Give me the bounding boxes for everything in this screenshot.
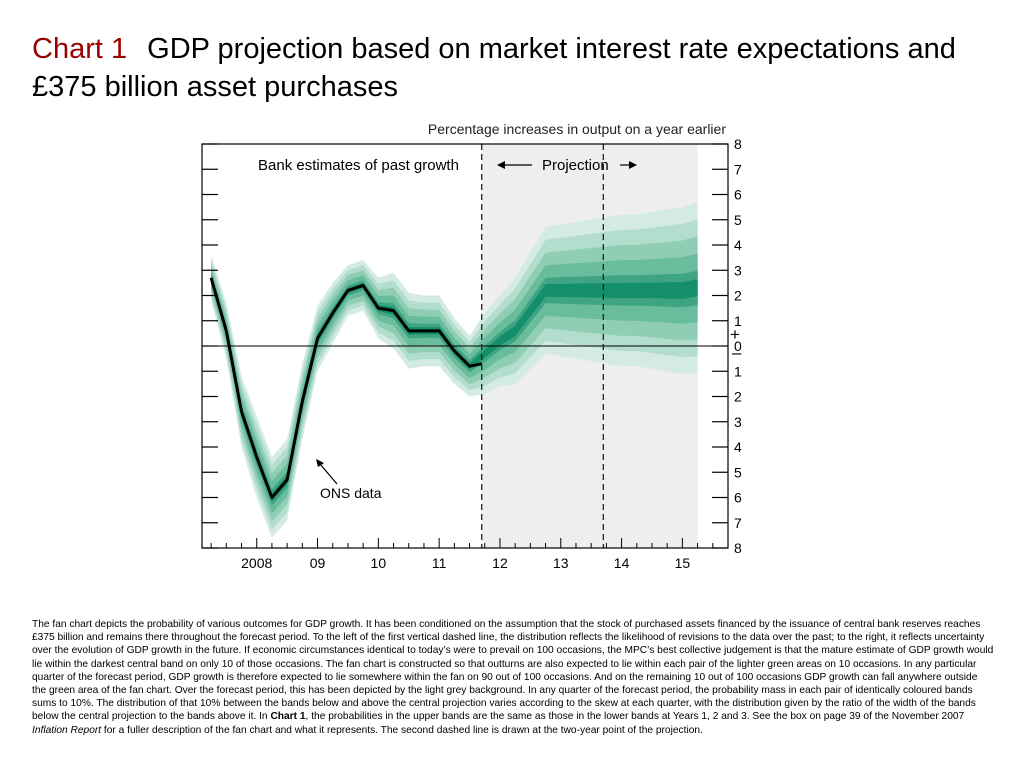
ons-data-line bbox=[209, 277, 483, 499]
ons-data-pointer-line bbox=[319, 463, 338, 485]
page-title: Chart 1 GDP projection based on market i… bbox=[32, 30, 992, 106]
x-tick-label: 11 bbox=[432, 555, 447, 571]
x-tick-label: 2008 bbox=[241, 555, 272, 571]
chart-number: Chart 1 bbox=[32, 33, 128, 65]
x-tick-label: 12 bbox=[492, 555, 508, 571]
caption-part2: , the probabilities in the upper bands a… bbox=[305, 711, 965, 723]
y-tick-label: 5 bbox=[734, 464, 742, 480]
y-tick-label: 3 bbox=[734, 414, 742, 430]
y-tick-label: 5 bbox=[734, 212, 742, 228]
y-tick-label: 6 bbox=[734, 187, 742, 203]
y-tick-label: 8 bbox=[734, 540, 742, 556]
y-tick-label: 4 bbox=[734, 237, 742, 253]
chart-title-text: GDP projection based on market interest … bbox=[32, 33, 956, 103]
y-tick-label: 7 bbox=[734, 515, 742, 531]
x-tick-label: 09 bbox=[310, 555, 326, 571]
annotation-ons-data: ONS data bbox=[320, 485, 382, 501]
annotation-projection: Projection bbox=[542, 157, 609, 174]
y-tick-label: 3 bbox=[734, 262, 742, 278]
fan-band-central bbox=[211, 275, 698, 502]
minus-sign: – bbox=[732, 343, 742, 362]
x-tick-label: 10 bbox=[371, 555, 387, 571]
projection-arrow-left-head bbox=[497, 161, 505, 169]
caption-part3: for a fuller description of the fan char… bbox=[101, 724, 703, 736]
y-tick-label: 0 bbox=[734, 338, 742, 354]
x-tick-label: 13 bbox=[553, 555, 569, 571]
y-tick-label: 2 bbox=[734, 288, 742, 304]
x-tick-label: 14 bbox=[614, 555, 630, 571]
x-tick-label: 15 bbox=[675, 555, 691, 571]
y-tick-label: 4 bbox=[734, 439, 742, 455]
annotation-past-growth: Bank estimates of past growth bbox=[258, 157, 459, 174]
plus-sign: + bbox=[730, 325, 740, 344]
chart-subtitle: Percentage increases in output on a year… bbox=[428, 121, 726, 137]
chart-caption: The fan chart depicts the probability of… bbox=[32, 618, 994, 737]
y-tick-label: 1 bbox=[734, 313, 742, 329]
y-tick-label: 7 bbox=[734, 161, 742, 177]
caption-bold: Chart 1 bbox=[270, 711, 306, 723]
caption-part1: The fan chart depicts the probability of… bbox=[32, 619, 994, 723]
y-tick-label: 1 bbox=[734, 363, 742, 379]
y-tick-label: 2 bbox=[734, 389, 742, 405]
y-tick-label: 8 bbox=[734, 136, 742, 152]
y-tick-label: 6 bbox=[734, 490, 742, 506]
projection-arrow-right-head bbox=[629, 161, 637, 169]
ons-data-pointer-head bbox=[316, 459, 324, 467]
caption-italic: Inflation Report bbox=[32, 724, 102, 736]
